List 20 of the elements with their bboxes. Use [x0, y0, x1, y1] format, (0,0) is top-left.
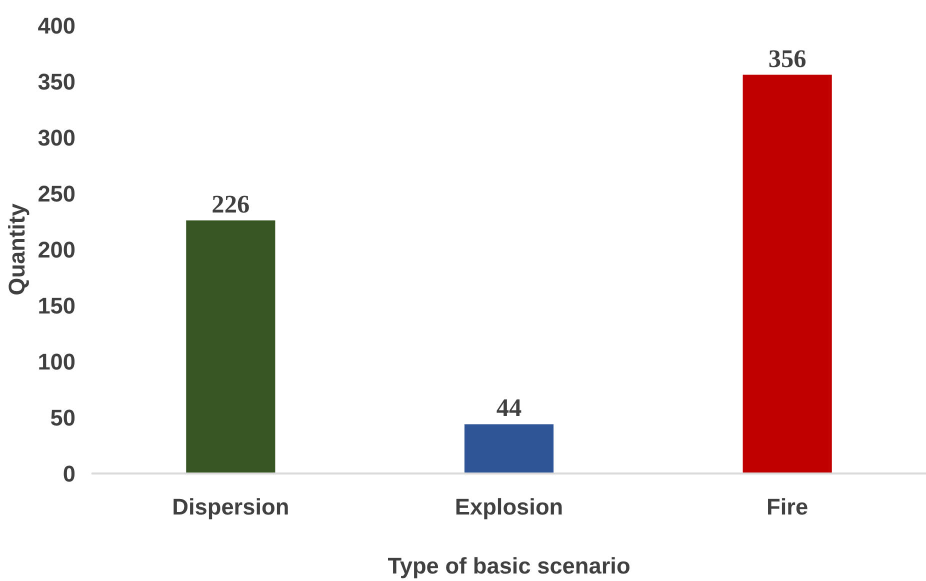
y-tick-label: 150 [38, 292, 76, 318]
x-tick-label: Dispersion [172, 494, 290, 520]
x-tick-label: Fire [766, 494, 808, 520]
y-tick-label: 350 [38, 68, 76, 94]
x-axis-title: Type of basic scenario [388, 552, 630, 578]
y-axis-title: Quantity [4, 203, 30, 296]
y-tick-label: 400 [38, 12, 76, 38]
y-tick-label: 250 [38, 180, 76, 206]
bar [186, 220, 276, 474]
bar [742, 74, 832, 474]
data-label: 44 [496, 394, 522, 422]
y-tick-label: 100 [38, 348, 76, 374]
y-tick-label: 200 [38, 236, 76, 262]
x-tick-label: Explosion [454, 494, 564, 520]
y-tick-label: 300 [38, 124, 76, 150]
data-label: 226 [212, 190, 250, 218]
bar [464, 424, 554, 474]
data-label: 356 [768, 44, 806, 73]
y-tick-label: 50 [50, 404, 76, 430]
y-tick-label: 0 [62, 460, 76, 486]
